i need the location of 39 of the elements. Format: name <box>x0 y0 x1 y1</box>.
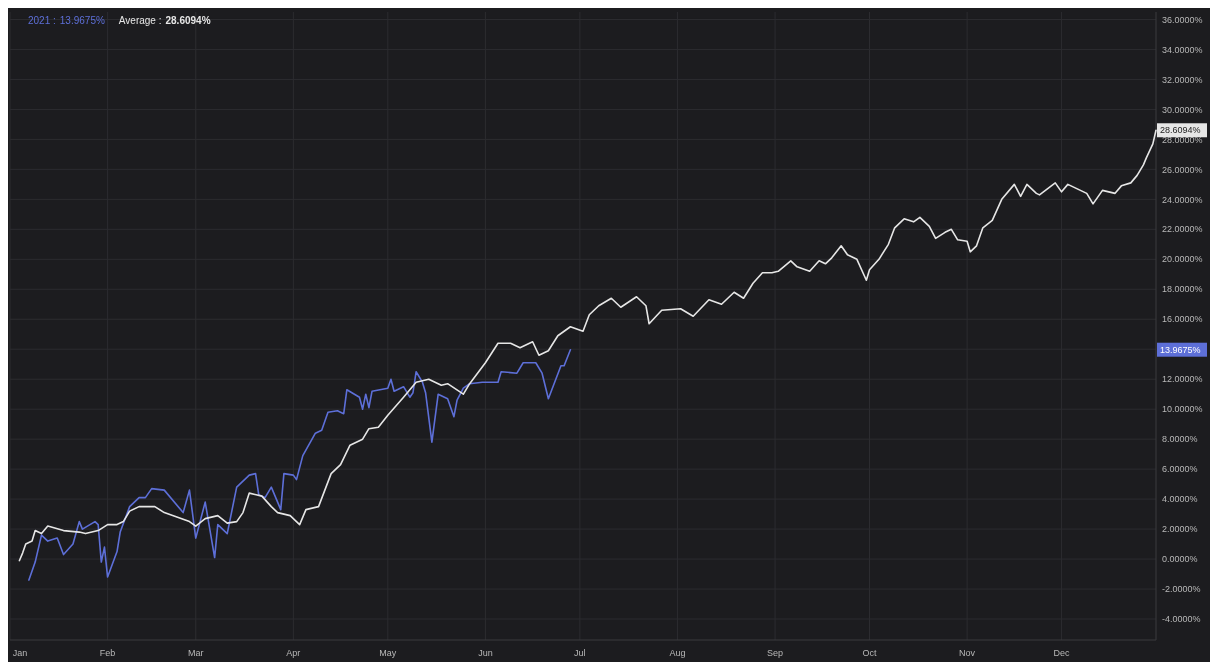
y-tick-label: 12.0000% <box>1162 374 1203 385</box>
x-tick-label: May <box>379 648 397 658</box>
y-tick-label: -2.0000% <box>1162 584 1201 595</box>
x-tick-label: Nov <box>959 648 976 658</box>
y-tick-label: 24.0000% <box>1162 194 1203 205</box>
text: 13.9675% <box>1160 344 1201 355</box>
y-tick-label: 2.0000% <box>1162 524 1198 535</box>
y-tick-label: 34.0000% <box>1162 44 1203 55</box>
annotation: 28.6094% <box>165 15 211 26</box>
x-tick-label: Feb <box>99 648 116 658</box>
y-tick-label: 10.0000% <box>1162 404 1203 415</box>
x-tick-label: Oct <box>862 648 877 658</box>
y-tick-label: 26.0000% <box>1162 164 1203 175</box>
x-tick-label: Aug <box>669 648 686 658</box>
y-tick-label: 4.0000% <box>1162 494 1198 505</box>
y-tick-label: 22.0000% <box>1162 224 1203 235</box>
x-tick-label: Jan <box>12 648 28 658</box>
y-tick-label: 32.0000% <box>1162 74 1203 85</box>
annotation: 13.9675% <box>59 15 105 26</box>
x-tick-label: Jul <box>574 648 586 658</box>
y-tick-label: 6.0000% <box>1162 464 1198 475</box>
y-tick-label: 16.0000% <box>1162 314 1203 325</box>
x-tick-label: Apr <box>286 648 301 658</box>
y-tick-label: 18.0000% <box>1162 284 1203 295</box>
y-tick-label: 20.0000% <box>1162 254 1203 265</box>
text: 2021 : <box>28 15 56 26</box>
x-tick-label: Jun <box>478 648 493 658</box>
y-tick-label: 8.0000% <box>1162 434 1198 445</box>
y-tick-label: 0.0000% <box>1162 554 1198 565</box>
x-tick-label: Mar <box>188 648 204 658</box>
y-tick-label: 28.0000% <box>1162 134 1203 145</box>
y-tick-label: -4.0000% <box>1162 614 1201 625</box>
y-tick-label: 36.0000% <box>1162 14 1203 25</box>
text: 28.6094% <box>1160 125 1201 136</box>
text: Average : <box>118 15 162 26</box>
line-series <box>28 348 572 581</box>
y-tick-label: 30.0000% <box>1162 104 1203 115</box>
x-tick-label: Sep <box>767 648 784 658</box>
x-tick-label: Dec <box>1053 648 1071 658</box>
